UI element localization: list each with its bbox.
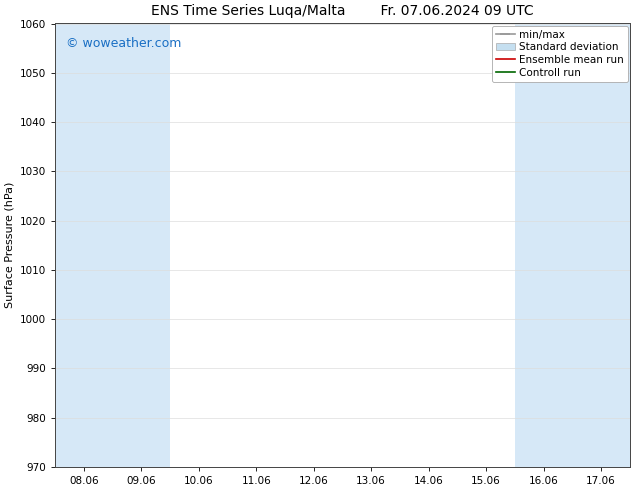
Bar — [112, 24, 170, 467]
Title: ENS Time Series Luqa/Malta        Fr. 07.06.2024 09 UTC: ENS Time Series Luqa/Malta Fr. 07.06.202… — [151, 4, 534, 18]
Bar — [601, 24, 630, 467]
Bar — [55, 24, 112, 467]
Text: © woweather.com: © woweather.com — [67, 37, 182, 50]
Bar — [573, 24, 630, 467]
Bar — [515, 24, 573, 467]
Y-axis label: Surface Pressure (hPa): Surface Pressure (hPa) — [4, 182, 14, 308]
Legend: min/max, Standard deviation, Ensemble mean run, Controll run: min/max, Standard deviation, Ensemble me… — [492, 25, 628, 82]
